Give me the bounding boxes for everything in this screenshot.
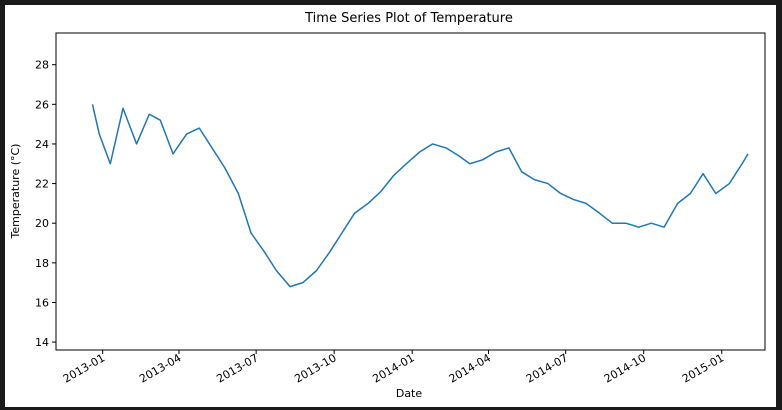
axes-frame xyxy=(55,32,766,351)
chart-title: Time Series Plot of Temperature xyxy=(304,11,513,26)
x-tick-label: 2014-10 xyxy=(602,351,648,385)
y-tick-label: 24 xyxy=(35,138,49,151)
plot-area xyxy=(91,104,749,288)
x-tick-label: 2013-10 xyxy=(292,351,338,385)
y-tick-label: 18 xyxy=(35,257,49,270)
x-tick-label: 2013-07 xyxy=(214,351,260,385)
x-axis: 2013-01 2013-04 2013-07 2013-10 2014-01 2014-… xyxy=(61,350,726,386)
y-tick-label: 22 xyxy=(35,178,49,191)
x-tick-label: 2014-01 xyxy=(370,351,416,385)
line-chart: Time Series Plot of Temperature 14 16 18 20… xyxy=(9,11,766,400)
x-axis-title: Date xyxy=(396,387,423,400)
y-tick-label: 28 xyxy=(35,59,49,72)
y-tick-label: 20 xyxy=(35,217,49,230)
temperature-series-line xyxy=(91,104,749,288)
y-axis: 14 16 18 20 22 24 26 28 xyxy=(35,59,56,349)
x-tick-label: 2015-01 xyxy=(680,351,726,385)
x-tick-label: 2013-04 xyxy=(137,351,183,385)
x-tick-label: 2013-01 xyxy=(61,351,107,385)
y-axis-title: Temperature (°C) xyxy=(9,144,22,240)
y-tick-label: 26 xyxy=(35,98,49,111)
y-tick-label: 16 xyxy=(35,296,49,309)
chart-figure: Time Series Plot of Temperature 14 16 18 20… xyxy=(5,5,776,407)
x-tick-label: 2014-07 xyxy=(524,351,570,385)
x-tick-label: 2014-04 xyxy=(447,351,493,385)
y-tick-label: 14 xyxy=(35,336,49,349)
